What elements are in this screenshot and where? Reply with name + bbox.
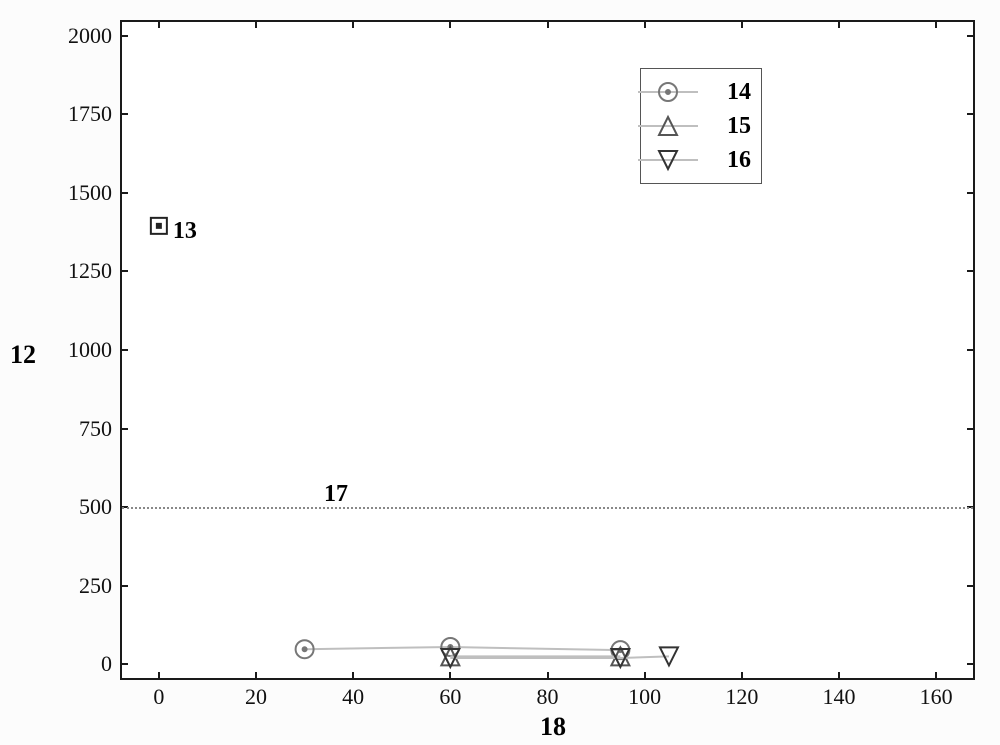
x-tick-label: 100 bbox=[628, 684, 661, 710]
x-tick-label: 140 bbox=[822, 684, 855, 710]
y-tick-label: 1750 bbox=[60, 101, 112, 127]
series-line-s14 bbox=[305, 647, 621, 650]
legend-label: 15 bbox=[727, 113, 751, 140]
x-tick bbox=[449, 20, 451, 28]
x-tick bbox=[935, 20, 937, 28]
x-tick-label: 120 bbox=[725, 684, 758, 710]
y-tick bbox=[967, 428, 975, 430]
legend-label: 14 bbox=[727, 79, 751, 106]
legend-row: 16 bbox=[651, 143, 751, 177]
y-tick bbox=[120, 663, 128, 665]
y-tick-label: 0 bbox=[60, 651, 112, 677]
y-tick-label: 1000 bbox=[60, 337, 112, 363]
y-tick bbox=[120, 349, 128, 351]
x-tick bbox=[644, 672, 646, 680]
y-tick-label: 250 bbox=[60, 573, 112, 599]
y-tick bbox=[967, 35, 975, 37]
chart-container: 12 18 141516 020406080100120140160025050… bbox=[0, 0, 1000, 745]
series-marker-s13 bbox=[151, 218, 167, 234]
legend-swatch bbox=[651, 159, 685, 161]
y-tick bbox=[967, 192, 975, 194]
x-tick bbox=[352, 20, 354, 28]
legend-swatch bbox=[651, 125, 685, 127]
x-tick bbox=[838, 20, 840, 28]
x-tick bbox=[158, 20, 160, 28]
y-tick-label: 500 bbox=[60, 494, 112, 520]
legend-row: 15 bbox=[651, 109, 751, 143]
x-tick bbox=[255, 672, 257, 680]
y-tick bbox=[120, 192, 128, 194]
y-tick bbox=[120, 270, 128, 272]
legend-label: 16 bbox=[727, 147, 751, 174]
x-tick-label: 160 bbox=[920, 684, 953, 710]
y-tick bbox=[967, 113, 975, 115]
x-tick bbox=[547, 20, 549, 28]
y-tick-label: 750 bbox=[60, 416, 112, 442]
x-tick-label: 40 bbox=[342, 684, 364, 710]
plot-svg bbox=[0, 0, 1000, 745]
series-point-label-s13: 13 bbox=[173, 218, 197, 245]
reference-line-label: 17 bbox=[324, 481, 348, 508]
y-tick-label: 2000 bbox=[60, 23, 112, 49]
y-tick bbox=[967, 270, 975, 272]
x-tick-label: 80 bbox=[537, 684, 559, 710]
legend: 14 15 16 bbox=[640, 68, 762, 184]
x-tick bbox=[255, 20, 257, 28]
x-tick bbox=[741, 20, 743, 28]
x-tick bbox=[158, 672, 160, 680]
x-tick-label: 0 bbox=[153, 684, 164, 710]
y-tick bbox=[120, 113, 128, 115]
y-tick bbox=[120, 35, 128, 37]
reference-line bbox=[122, 507, 973, 509]
y-tick bbox=[967, 349, 975, 351]
y-tick-label: 1500 bbox=[60, 180, 112, 206]
y-tick bbox=[120, 585, 128, 587]
y-tick bbox=[967, 663, 975, 665]
y-tick bbox=[967, 585, 975, 587]
x-tick bbox=[449, 672, 451, 680]
x-tick bbox=[644, 20, 646, 28]
x-tick bbox=[935, 672, 937, 680]
x-tick bbox=[741, 672, 743, 680]
y-tick bbox=[120, 428, 128, 430]
x-tick bbox=[838, 672, 840, 680]
y-tick-label: 1250 bbox=[60, 258, 112, 284]
legend-row: 14 bbox=[651, 75, 751, 109]
x-tick-label: 20 bbox=[245, 684, 267, 710]
x-tick bbox=[547, 672, 549, 680]
x-tick bbox=[352, 672, 354, 680]
x-tick-label: 60 bbox=[439, 684, 461, 710]
legend-swatch bbox=[651, 91, 685, 93]
